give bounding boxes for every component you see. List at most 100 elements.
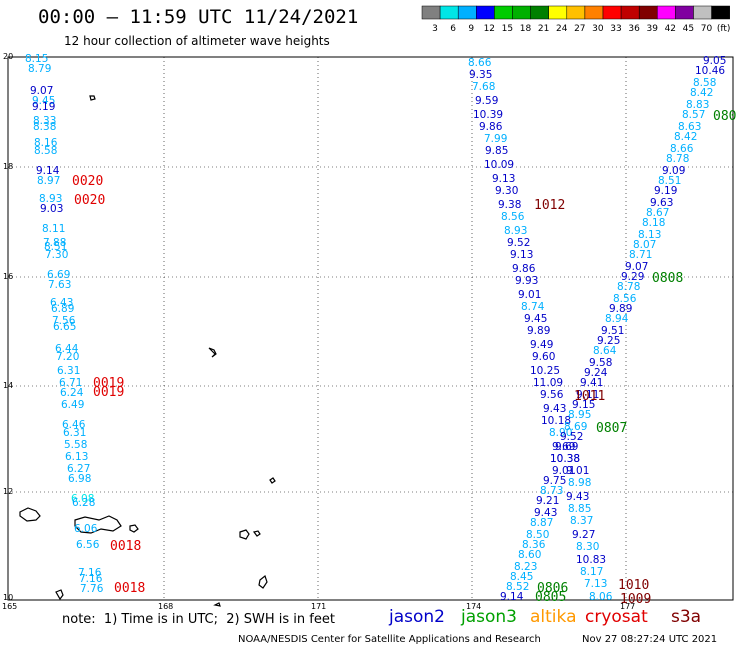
wave-height-value: 8.13 [638, 229, 662, 241]
wave-height-value: 8.73 [540, 485, 564, 497]
wave-height-value: 9.13 [510, 249, 534, 261]
wave-height-value: 9.52 [560, 431, 584, 443]
wave-height-value: 9.30 [495, 185, 519, 197]
wave-height-value: 8.97 [37, 175, 61, 187]
wave-height-value: 8.50 [526, 529, 550, 541]
island-coastline [89, 95, 96, 101]
wave-height-value: 6.08 [71, 493, 95, 505]
island-coastline [129, 524, 139, 533]
colorbar-label: (ft) [717, 24, 731, 34]
wave-height-value: 6.31 [63, 427, 87, 439]
wave-height-value: 7.68 [472, 81, 496, 93]
wave-height-value: 8.51 [44, 241, 68, 253]
wave-height-value: 9.63 [650, 197, 674, 209]
wave-height-value: 6.89 [51, 303, 75, 315]
wave-height-value: 9.86 [512, 263, 536, 275]
longitude-tick-label: 171 [311, 602, 327, 611]
colorbar-label: 24 [556, 24, 568, 34]
wave-height-value: 8.74 [521, 301, 545, 313]
island-coastline [239, 529, 250, 540]
island-coastline [213, 602, 221, 607]
pass-time-label: 0018 [110, 539, 142, 554]
wave-height-value: 8.87 [530, 517, 554, 529]
wave-height-value: 9.19 [32, 101, 56, 113]
footer-credit: NOAA/NESDIS Center for Satellite Applica… [238, 634, 541, 645]
colorbar-label: 18 [520, 24, 532, 34]
longitude-tick-label: 177 [620, 602, 636, 611]
colorbar-label: 27 [574, 24, 585, 34]
wave-height-value: 8.18 [642, 217, 666, 229]
wave-height-value: 8.64 [593, 345, 617, 357]
wave-height-value: 10.46 [695, 65, 726, 77]
wave-height-value: 8.42 [674, 131, 698, 143]
colorbar-label: 15 [502, 24, 513, 34]
wave-height-value: 7.76 [80, 583, 104, 595]
colorbar-label: 42 [665, 24, 676, 34]
wave-height-value: 9.07 [625, 261, 649, 273]
latitude-tick-label: 12 [3, 487, 14, 496]
colorbar-label: 21 [538, 24, 549, 34]
wave-height-value: 6.44 [55, 343, 79, 355]
island-coastline [269, 477, 276, 484]
wave-height-value: 8.23 [514, 561, 538, 573]
wave-height-value: 9.25 [597, 335, 621, 347]
pass-time-label: 0020 [72, 174, 104, 189]
map-note: note: 1) Time is in UTC; 2) SWH is in fe… [62, 612, 335, 627]
map-border [7, 56, 734, 601]
wave-height-value: 9.35 [469, 69, 493, 81]
wave-height-value: 8.66 [670, 143, 694, 155]
wave-height-value: 9.58 [589, 357, 613, 369]
footer-timestamp: Nov 27 08:27:24 UTC 2021 [582, 634, 718, 645]
wave-height-value: 8.17 [580, 566, 604, 578]
wave-height-value: 8.45 [510, 571, 534, 583]
wave-height-value: 7.56 [52, 315, 76, 327]
pass-time-label: 0019 [93, 376, 125, 391]
wave-height-value: 8.94 [605, 313, 629, 325]
island-coastline [258, 574, 268, 589]
wave-height-value: 8.58 [34, 145, 58, 157]
pass-time-label: 0807 [596, 421, 628, 436]
colorbar-label: 12 [484, 24, 495, 34]
wave-height-value: 9.52 [507, 237, 531, 249]
wave-height-value: 8.90 [549, 427, 573, 439]
wave-height-value: 8.83 [686, 99, 710, 111]
wave-height-value: 8.42 [690, 87, 714, 99]
wave-height-value: 6.28 [72, 497, 96, 509]
wave-height-value: 7.99 [484, 133, 508, 145]
wave-height-value: 8.66 [468, 57, 492, 69]
wave-height-value: 8.67 [646, 207, 670, 219]
wave-height-value: 8.07 [633, 239, 657, 251]
colorbar-swatch [711, 5, 730, 20]
wave-height-value: 8.60 [518, 549, 542, 561]
latitude-tick-label: 10 [3, 593, 14, 602]
wave-height-value: 6.31 [57, 365, 81, 377]
wave-height-value: 9.75 [543, 475, 567, 487]
map-title: 00:00 – 11:59 UTC 11/24/2021 [38, 6, 359, 28]
colorbar-label: 39 [646, 24, 658, 34]
wave-height-value: 8.36 [522, 539, 546, 551]
wave-height-value: 9.56 [540, 389, 564, 401]
wave-height-value: 6.43 [50, 297, 74, 309]
wave-height-value: 8.16 [34, 137, 58, 149]
wave-height-value: 9.05 [703, 55, 727, 67]
wave-height-value: 9.01 [518, 289, 542, 301]
island-coastline [208, 347, 217, 358]
colorbar-label: 70 [701, 24, 713, 34]
pass-time-label: 1012 [534, 198, 566, 213]
island-coastline [19, 507, 41, 522]
pass-time-label: 0808 [652, 271, 684, 286]
legend-altika: altika [530, 607, 577, 627]
pass-time-label: 0019 [93, 385, 125, 400]
wave-height-value: 9.01 [566, 465, 590, 477]
pass-time-label: 0020 [74, 193, 106, 208]
wave-height-value: 8.15 [25, 53, 49, 65]
wave-height-value: 8.95 [568, 409, 592, 421]
longitude-tick-label: 168 [158, 602, 174, 611]
wave-height-value: 7.13 [584, 578, 608, 590]
wave-height-value: 6.13 [65, 451, 89, 463]
latitude-tick-label: 16 [3, 272, 14, 281]
wave-height-value: 8.58 [693, 77, 717, 89]
wave-height-value: 8.37 [570, 515, 594, 527]
wave-height-value: 5.58 [64, 439, 88, 451]
